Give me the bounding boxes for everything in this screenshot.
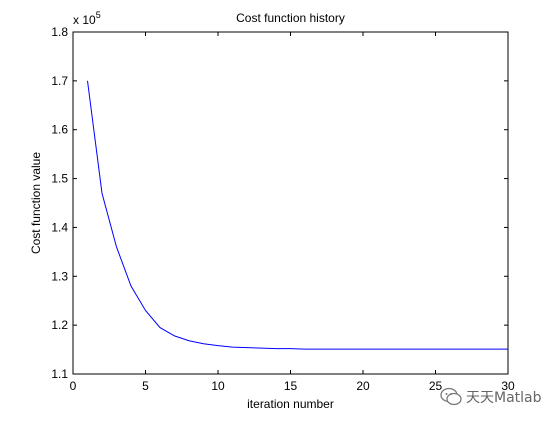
y-tick-label: 1.1 [51,367,68,381]
watermark: 天天Matlab [440,380,552,414]
cost-series-line [87,80,508,350]
y-exponent-label: x 105 [73,10,101,27]
wechat-icon [440,387,462,406]
watermark-text: 天天Matlab [466,390,542,406]
axis-ticks: 0 5 10 15 20 25 30 1.1 1.2 1.3 1.4 1.5 1.6 1.7 1.8 [51,25,515,393]
y-axis-label: Cost function value [29,152,43,254]
x-tick-label: 5 [142,379,149,393]
x-tick-label: 25 [429,379,443,393]
y-tick-label: 1.5 [51,172,68,186]
y-tick-label: 1.6 [51,123,68,137]
x-tick-label: 10 [211,379,225,393]
x-tick-label: 15 [284,379,298,393]
y-tick-label: 1.7 [51,74,68,88]
y-tick-label: 1.4 [51,220,68,234]
x-axis-label: iteration number [247,397,334,411]
x-tick-label: 20 [356,379,370,393]
y-tick-label: 1.3 [51,269,68,283]
y-tick-label: 1.8 [51,25,68,39]
chart-title: Cost function history [236,11,345,25]
x-tick-label: 30 [501,379,515,393]
y-tick-label: 1.2 [51,318,68,332]
plot-area [72,31,509,375]
x-tick-label: 0 [70,379,77,393]
